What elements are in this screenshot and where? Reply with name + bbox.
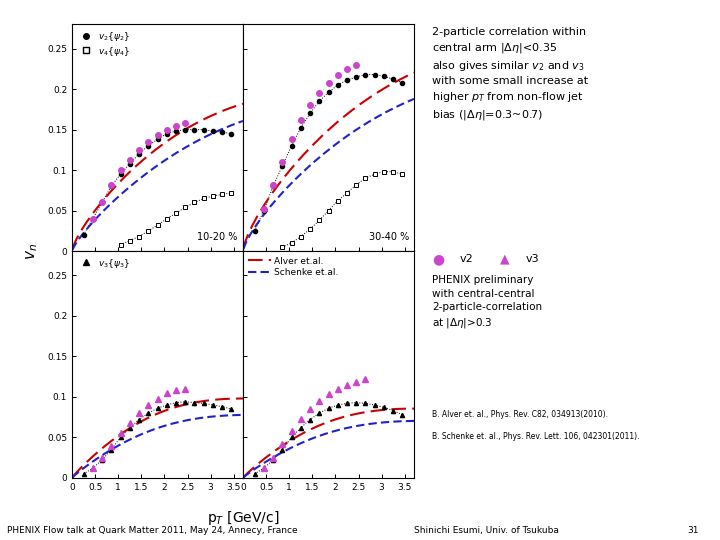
Legend: Alver et.al., Schenke et.al.: Alver et.al., Schenke et.al. [248,255,339,278]
Legend: $v_{3}\{\psi_{3}\}$: $v_{3}\{\psi_{3}\}$ [76,255,131,271]
Text: 10-20 %: 10-20 % [197,232,238,242]
Text: 30-40 %: 30-40 % [369,232,409,242]
Text: 31: 31 [687,525,698,535]
Text: B. Schenke et. al., Phys. Rev. Lett. 106, 042301(2011).: B. Schenke et. al., Phys. Rev. Lett. 106… [432,432,639,441]
Text: Shinichi Esumi, Univ. of Tsukuba: Shinichi Esumi, Univ. of Tsukuba [414,525,559,535]
Text: $v_{n}$: $v_{n}$ [24,242,40,260]
Text: v2: v2 [459,254,473,264]
Text: PHENIX preliminary
with central-central
2-particle-correlation
at |$\Delta\eta$|: PHENIX preliminary with central-central … [432,275,542,329]
Text: B. Alver et. al., Phys. Rev. C82, 034913(2010).: B. Alver et. al., Phys. Rev. C82, 034913… [432,410,608,420]
Text: p$_{T}$ [GeV/c]: p$_{T}$ [GeV/c] [207,509,279,528]
Legend: $v_{2}\{\psi_{2}\}$, $v_{4}\{\psi_{4}\}$: $v_{2}\{\psi_{2}\}$, $v_{4}\{\psi_{4}\}$ [76,29,131,58]
Text: ▲: ▲ [500,253,510,266]
Text: ●: ● [432,252,444,266]
Text: 2-particle correlation within
central arm |$\Delta\eta$|<0.35
also gives similar: 2-particle correlation within central ar… [432,27,588,122]
Text: v3: v3 [526,254,539,264]
Text: PHENIX Flow talk at Quark Matter 2011, May 24, Annecy, France: PHENIX Flow talk at Quark Matter 2011, M… [7,525,298,535]
